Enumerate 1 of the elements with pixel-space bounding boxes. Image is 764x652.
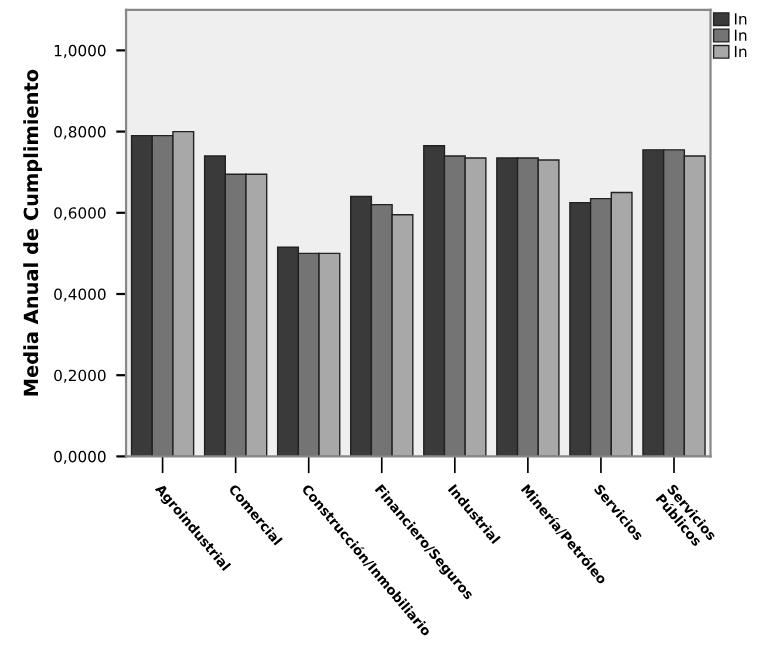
y-axis-title: Media Anual de Cumplimiento <box>23 69 43 396</box>
